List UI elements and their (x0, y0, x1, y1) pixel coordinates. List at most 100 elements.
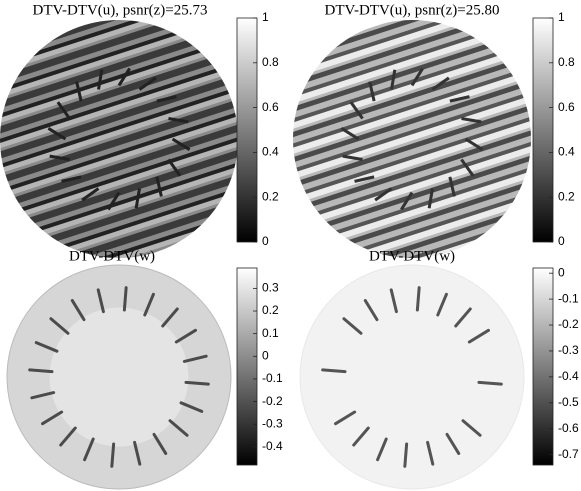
dash (174, 328, 197, 344)
colorbar-tick-label: 0.1 (262, 326, 279, 340)
colorbar-tick-label: -0.2 (262, 394, 283, 408)
spike (117, 67, 131, 87)
spike (461, 117, 482, 124)
colorbar-tick-label: 0 (558, 265, 565, 279)
colorbar-tick-label: 1 (558, 10, 565, 24)
dash (389, 288, 398, 314)
spike (171, 137, 191, 151)
dash (110, 442, 116, 468)
dash (133, 440, 142, 466)
colorbar-tick-label: -0.1 (558, 291, 579, 305)
image (293, 20, 531, 258)
spike (156, 95, 177, 103)
dash (363, 299, 379, 322)
spike (340, 127, 360, 141)
spike (427, 188, 434, 209)
dash (321, 368, 347, 374)
colorbar-tick-label: -0.3 (262, 416, 283, 430)
spike (56, 101, 71, 120)
colorbar-tick-label: -0.5 (558, 395, 579, 409)
dash (403, 442, 409, 468)
dash (161, 307, 179, 328)
dash (426, 440, 435, 466)
colorbar-tick-label: 0.2 (262, 189, 279, 203)
colorbar-tick-label: 0.2 (262, 303, 279, 317)
dash (41, 410, 64, 426)
colorbar-tick-label: 0.4 (558, 145, 575, 159)
colorbar (532, 267, 554, 466)
colorbar (532, 17, 554, 243)
panel-title: DTV-DTV(u), psnr(z)=25.73 (33, 2, 208, 18)
spike (449, 95, 470, 103)
spike (431, 76, 450, 91)
colorbar-tick-label: 0.6 (558, 100, 575, 114)
spike (49, 154, 70, 161)
spike (167, 158, 182, 177)
dash (34, 341, 59, 353)
image-disc (299, 264, 525, 490)
colorbar-tick-label: -0.4 (262, 439, 283, 453)
spike (168, 117, 189, 124)
dash (436, 292, 448, 317)
image-disc (293, 20, 531, 258)
dash (342, 317, 363, 335)
colorbar-tick-label: 0.4 (262, 145, 279, 159)
dash (182, 354, 208, 363)
colorbar-tick-label: 0.8 (558, 55, 575, 69)
dash (179, 401, 204, 413)
spike (47, 127, 67, 141)
dash (122, 286, 128, 312)
inner-disc (49, 307, 189, 447)
colorbar-tick-label: -0.3 (558, 343, 579, 357)
spike (390, 69, 397, 90)
spike (400, 191, 414, 211)
spike (75, 81, 83, 102)
dash (168, 419, 189, 437)
spike (61, 175, 82, 183)
dash (59, 426, 77, 447)
image (6, 264, 232, 490)
panel-title: DTV-DTV(u), psnr(z)=25.80 (325, 2, 500, 18)
dash (30, 391, 56, 400)
dash (83, 437, 95, 462)
dash (184, 380, 210, 386)
dash (376, 437, 388, 462)
dash (461, 419, 482, 437)
colorbar-tick-label: 0 (262, 348, 269, 362)
spike (460, 158, 475, 177)
dash (70, 299, 86, 322)
spike (464, 137, 484, 151)
colorbar-tick-label: 0 (262, 234, 269, 248)
colorbar-tick-label: 0 (558, 234, 565, 248)
spike (81, 187, 100, 202)
spike (107, 191, 121, 211)
dash (415, 286, 421, 312)
dash (334, 410, 357, 426)
colorbar-tick-label: 1 (262, 10, 269, 24)
colorbar-tick-label: -0.2 (558, 317, 579, 331)
dash (477, 380, 503, 386)
spike (155, 176, 163, 197)
colorbar-tick-label: 0.2 (558, 189, 575, 203)
spike (342, 154, 363, 161)
colorbar-tick-label: 0.6 (262, 100, 279, 114)
dash (49, 317, 70, 335)
colorbar-tick-label: -0.7 (558, 447, 579, 461)
dash (143, 292, 155, 317)
image-disc (0, 20, 238, 258)
colorbar-tick-label: 0.8 (262, 55, 279, 69)
panel-title: DTV-DTV(w) (369, 248, 455, 264)
spike (138, 76, 157, 91)
colorbar-tick-label: -0.4 (558, 369, 579, 383)
dash (467, 328, 490, 344)
colorbar-tick-label: 0.3 (262, 281, 279, 295)
spike (410, 67, 424, 87)
spike (349, 101, 364, 120)
dash (352, 426, 370, 447)
spike (354, 175, 375, 183)
colorbar (236, 17, 258, 243)
spike (97, 69, 104, 90)
spike (134, 188, 141, 209)
colorbar (236, 267, 258, 466)
